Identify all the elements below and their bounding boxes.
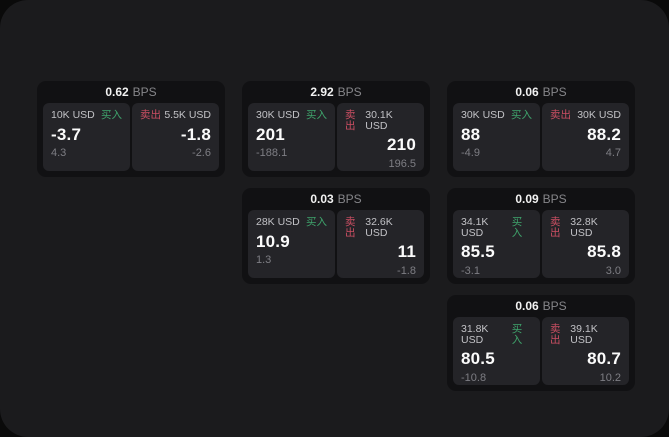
- quote-card: 0.03 BPS 28K USD 买入 10.9 1.3 卖出 32.6K US…: [242, 188, 430, 284]
- sell-panel[interactable]: 卖出 30K USD 88.2 4.7: [542, 103, 629, 171]
- buy-panel[interactable]: 31.8K USD 买入 80.5 -10.8: [453, 317, 540, 385]
- sell-sub-value: -1.8: [397, 264, 416, 277]
- buy-price: 10.9: [256, 231, 290, 251]
- sell-side-label: 卖出: [550, 216, 561, 239]
- quote-card: 0.06 BPS 31.8K USD 买入 80.5 -10.8 卖出 39.1…: [447, 295, 635, 391]
- sell-panel[interactable]: 卖出 39.1K USD 80.7 10.2: [542, 317, 629, 385]
- bps-unit-label: BPS: [542, 192, 567, 206]
- bps-value: 0.62: [105, 85, 129, 99]
- sell-amount: 32.6K USD: [365, 216, 393, 239]
- bps-value: 0.09: [515, 192, 539, 206]
- buy-side-label: 买入: [511, 216, 523, 239]
- buy-amount: 30K USD: [461, 109, 505, 121]
- sell-side-label: 卖出: [345, 109, 356, 132]
- quote-card: 0.09 BPS 34.1K USD 买入 85.5 -3.1 卖出 32.8K…: [447, 188, 635, 284]
- buy-panel[interactable]: 28K USD 买入 10.9 1.3: [248, 210, 335, 278]
- buy-amount: 31.8K USD: [461, 323, 489, 346]
- sell-sub-value: 196.5: [388, 157, 416, 170]
- quote-card: 0.06 BPS 30K USD 买入 88 -4.9 卖出 30K USD 8…: [447, 81, 635, 177]
- bps-unit-label: BPS: [337, 192, 362, 206]
- buy-amount: 28K USD: [256, 216, 300, 228]
- buy-side-label: 买入: [511, 323, 523, 346]
- buy-side-label: 买入: [511, 109, 532, 121]
- buy-price: -3.7: [51, 124, 82, 144]
- buy-sub-value: -10.8: [461, 371, 487, 384]
- bps-unit-label: BPS: [542, 299, 567, 313]
- sell-side-label: 卖出: [140, 109, 161, 121]
- sell-price: 80.7: [587, 349, 621, 368]
- buy-side-label: 买入: [101, 109, 122, 121]
- buy-side-label: 买入: [306, 216, 327, 228]
- buy-amount: 30K USD: [256, 109, 300, 121]
- sell-price: 85.8: [587, 242, 621, 261]
- buy-amount: 34.1K USD: [461, 216, 489, 239]
- sell-panel[interactable]: 卖出 32.8K USD 85.8 3.0: [542, 210, 629, 278]
- bps-unit-label: BPS: [542, 85, 567, 99]
- sell-panel[interactable]: 卖出 30.1K USD 210 196.5: [337, 103, 424, 171]
- sell-amount: 5.5K USD: [164, 109, 211, 121]
- bps-header: 0.09 BPS: [447, 188, 635, 210]
- sell-panel[interactable]: 卖出 5.5K USD -1.8 -2.6: [132, 103, 219, 171]
- bps-value: 2.92: [310, 85, 334, 99]
- sell-sub-value: 10.2: [599, 371, 621, 384]
- bps-unit-label: BPS: [337, 85, 362, 99]
- sell-amount: 30K USD: [577, 109, 621, 121]
- quote-card: 0.62 BPS 10K USD 买入 -3.7 4.3 卖出 5.5K USD…: [37, 81, 225, 177]
- buy-price: 88: [461, 124, 481, 144]
- quote-card: 2.92 BPS 30K USD 买入 201 -188.1 卖出 30.1K …: [242, 81, 430, 177]
- buy-panel[interactable]: 10K USD 买入 -3.7 4.3: [43, 103, 130, 171]
- buy-price: 201: [256, 124, 285, 144]
- buy-amount: 10K USD: [51, 109, 95, 121]
- buy-price: 80.5: [461, 349, 495, 368]
- bps-header: 0.03 BPS: [242, 188, 430, 210]
- bps-header: 2.92 BPS: [242, 81, 430, 103]
- bps-value: 0.06: [515, 85, 539, 99]
- sell-sub-value: 4.7: [605, 147, 621, 160]
- sell-price: 88.2: [587, 124, 621, 144]
- bps-unit-label: BPS: [132, 85, 157, 99]
- bps-header: 0.06 BPS: [447, 81, 635, 103]
- buy-panel[interactable]: 34.1K USD 买入 85.5 -3.1: [453, 210, 540, 278]
- sell-price: 210: [387, 135, 416, 154]
- buy-sub-value: 4.3: [51, 147, 67, 160]
- sell-amount: 32.8K USD: [570, 216, 598, 239]
- sell-amount: 39.1K USD: [570, 323, 598, 346]
- bps-header: 0.62 BPS: [37, 81, 225, 103]
- sell-side-label: 卖出: [345, 216, 356, 239]
- sell-side-label: 卖出: [550, 109, 571, 121]
- buy-sub-value: 1.3: [256, 254, 272, 267]
- bps-value: 0.06: [515, 299, 539, 313]
- buy-sub-value: -4.9: [461, 147, 480, 160]
- sell-panel[interactable]: 卖出 32.6K USD 11 -1.8: [337, 210, 424, 278]
- buy-price: 85.5: [461, 242, 495, 261]
- buy-panel[interactable]: 30K USD 买入 201 -188.1: [248, 103, 335, 171]
- buy-side-label: 买入: [306, 109, 327, 121]
- buy-sub-value: -188.1: [256, 147, 288, 160]
- sell-sub-value: -2.6: [192, 147, 211, 160]
- bps-header: 0.06 BPS: [447, 295, 635, 317]
- buy-panel[interactable]: 30K USD 买入 88 -4.9: [453, 103, 540, 171]
- buy-sub-value: -3.1: [461, 264, 480, 277]
- sell-amount: 30.1K USD: [365, 109, 393, 132]
- sell-sub-value: 3.0: [605, 264, 621, 277]
- sell-price: -1.8: [180, 124, 211, 144]
- sell-price: 11: [397, 242, 416, 261]
- bps-value: 0.03: [310, 192, 334, 206]
- sell-side-label: 卖出: [550, 323, 561, 346]
